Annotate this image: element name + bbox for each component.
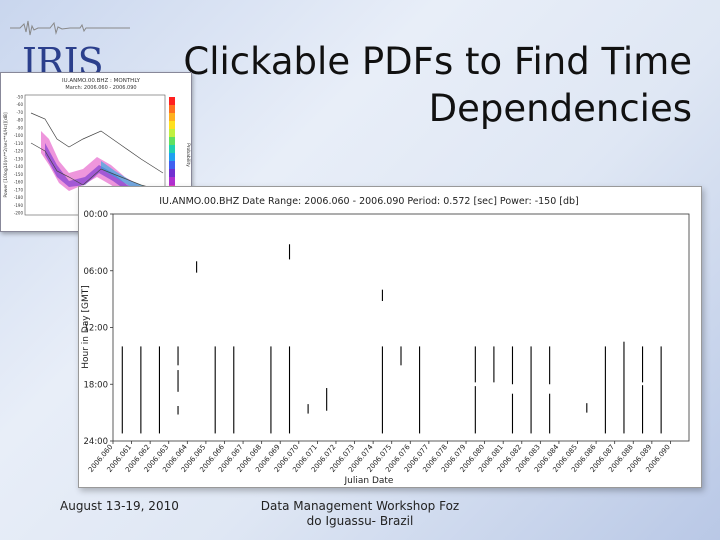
slide-title: Clickable PDFs to Find Time Dependencies [132,38,692,132]
inset-probability-label: Probability [185,143,191,167]
footer-workshop-line-1: Data Management Workshop Foz [260,499,460,513]
y-tick-label: 12:00 [84,324,109,334]
inset-y-tick-label: -140 [14,164,24,169]
inset-noise-model-high [30,112,164,174]
inset-y-tick-label: -150 [14,172,24,177]
footer-workshop-line-2: do Iguassu- Brazil [306,514,414,528]
data-segments [121,244,662,434]
inset-colorbar-swatch [169,145,175,153]
y-tick-label: 00:00 [84,210,109,220]
inset-colorbar-swatch [169,129,175,137]
inset-y-tick-label: -70 [16,110,23,115]
inset-y-tick-label: -200 [14,211,24,216]
iris-logo: IRIS [10,18,130,84]
y-tick-label: 18:00 [84,380,109,390]
inset-colorbar-swatch [169,121,175,129]
inset-y-tick-label: -120 [14,149,24,154]
time-dependency-svg: IU.ANMO.00.BHZ Date Range: 2006.060 - 20… [81,196,690,486]
inset-y-tick-label: -180 [14,195,24,200]
inset-ylabel: Power [10log10(m**2/sec**4/Hz)][dB] [3,112,9,198]
plot-xlabel: Julian Date [344,476,394,486]
inset-noise-model-low [30,142,164,192]
footer-workshop: Data Management Workshop Foz do Iguassu-… [250,499,470,529]
seismogram-logo-icon [10,20,130,36]
inset-colorbar-swatch [169,97,175,105]
inset-colorbar-swatch [169,177,175,185]
y-ticks: 00:00 06:00 12:00 18:00 24:00 [84,210,113,447]
title-line-2: Dependencies [428,87,692,130]
footer-dates: August 13-19, 2010 [60,499,179,513]
inset-header-2: March: 2006.060 - 2006.090 [65,85,136,91]
inset-colorbar-swatch [169,137,175,145]
inset-colorbar-swatch [169,169,175,177]
plot-ylabel: Hour in Day [GMT] [81,285,91,369]
time-dependency-plot[interactable]: IU.ANMO.00.BHZ Date Range: 2006.060 - 20… [78,186,702,488]
inset-header-1: IU.ANMO.00.BHZ : MONTHLY [62,78,141,84]
inset-y-tick-label: -190 [14,203,24,208]
inset-y-tick-label: -160 [14,180,24,185]
inset-y-tick-label: -80 [16,118,23,123]
y-tick-label: 24:00 [84,437,109,447]
inset-y-tick-label: -170 [14,187,24,192]
inset-colorbar-swatch [169,153,175,161]
inset-colorbar-swatch [169,105,175,113]
inset-y-tick-label: -90 [16,125,23,130]
inset-y-tick-label: -130 [14,156,24,161]
inset-y-tick-label: -50 [16,95,23,100]
y-tick-label: 06:00 [84,267,109,277]
plot-axes [112,213,690,442]
inset-colorbar-swatch [169,161,175,169]
inset-y-tick-label: -60 [16,102,23,107]
inset-y-tick-label: -110 [14,141,24,146]
title-line-1: Clickable PDFs to Find Time [183,40,692,83]
inset-y-tick-label: -100 [14,133,24,138]
plot-title: IU.ANMO.00.BHZ Date Range: 2006.060 - 20… [159,196,579,207]
x-ticks: 2006.0602006.0612006.0622006.0632006.064… [87,441,672,474]
inset-colorbar-swatch [169,113,175,121]
inset-y-ticks: -50 -60 -70 -80 -90 -100 -110 -120 -130 -140 -150 -… [14,95,24,216]
